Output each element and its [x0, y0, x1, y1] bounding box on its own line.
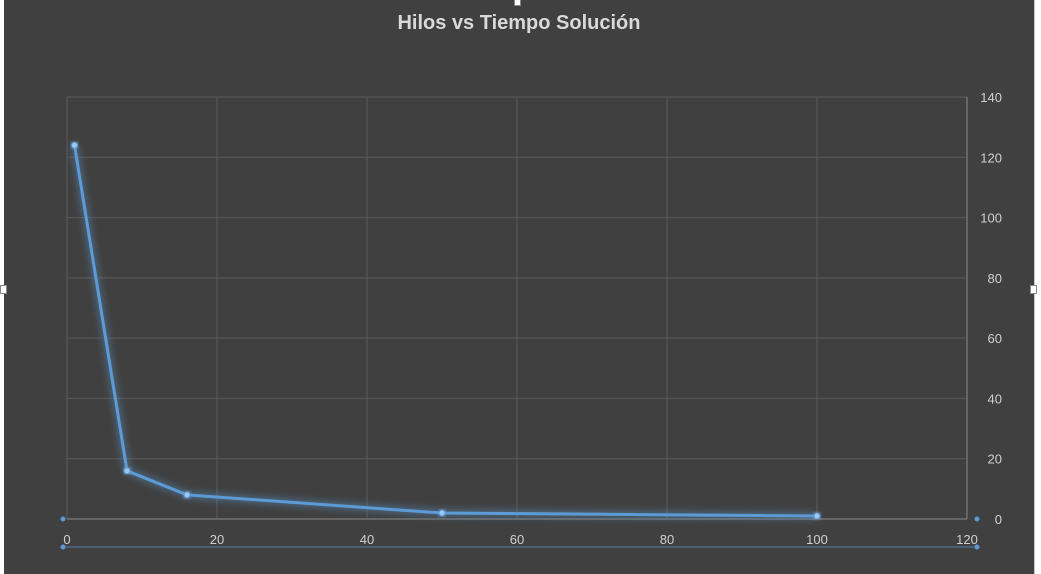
data-point: [123, 467, 131, 475]
y-tick-label: 120: [980, 150, 1002, 165]
axis-selection-handle: [974, 516, 980, 522]
y-tick-label: 80: [988, 271, 1002, 286]
data-point: [813, 512, 821, 520]
y-tick-label: 60: [988, 331, 1002, 346]
axis-selection-handle: [60, 516, 66, 522]
axis-selection-handle: [974, 544, 980, 550]
y-tick-label: 100: [980, 211, 1002, 226]
x-tick-label: 60: [510, 532, 524, 547]
data-point: [438, 509, 446, 517]
x-tick-label: 80: [660, 532, 674, 547]
x-tick-label: 100: [806, 532, 828, 547]
x-tick-label: 0: [63, 532, 70, 547]
y-tick-label: 0: [995, 512, 1002, 527]
data-point: [71, 141, 78, 149]
resize-handle-top[interactable]: [514, 0, 521, 6]
resize-handle-right[interactable]: [1030, 285, 1037, 294]
resize-handle-left[interactable]: [0, 285, 7, 294]
chart-area[interactable]: Hilos vs Tiempo Solución: [4, 0, 1034, 574]
x-tick-label: 20: [210, 532, 224, 547]
data-point: [183, 491, 191, 499]
y-tick-label: 20: [988, 452, 1002, 467]
x-tick-label: 40: [360, 532, 374, 547]
x-tick-label: 120: [956, 532, 978, 547]
series-line: [73, 144, 818, 518]
y-tick-label: 40: [988, 391, 1002, 406]
chart-title: Hilos vs Tiempo Solución: [397, 12, 641, 34]
y-tick-label: 140: [980, 90, 1002, 105]
axis-selection-handle: [60, 544, 66, 550]
